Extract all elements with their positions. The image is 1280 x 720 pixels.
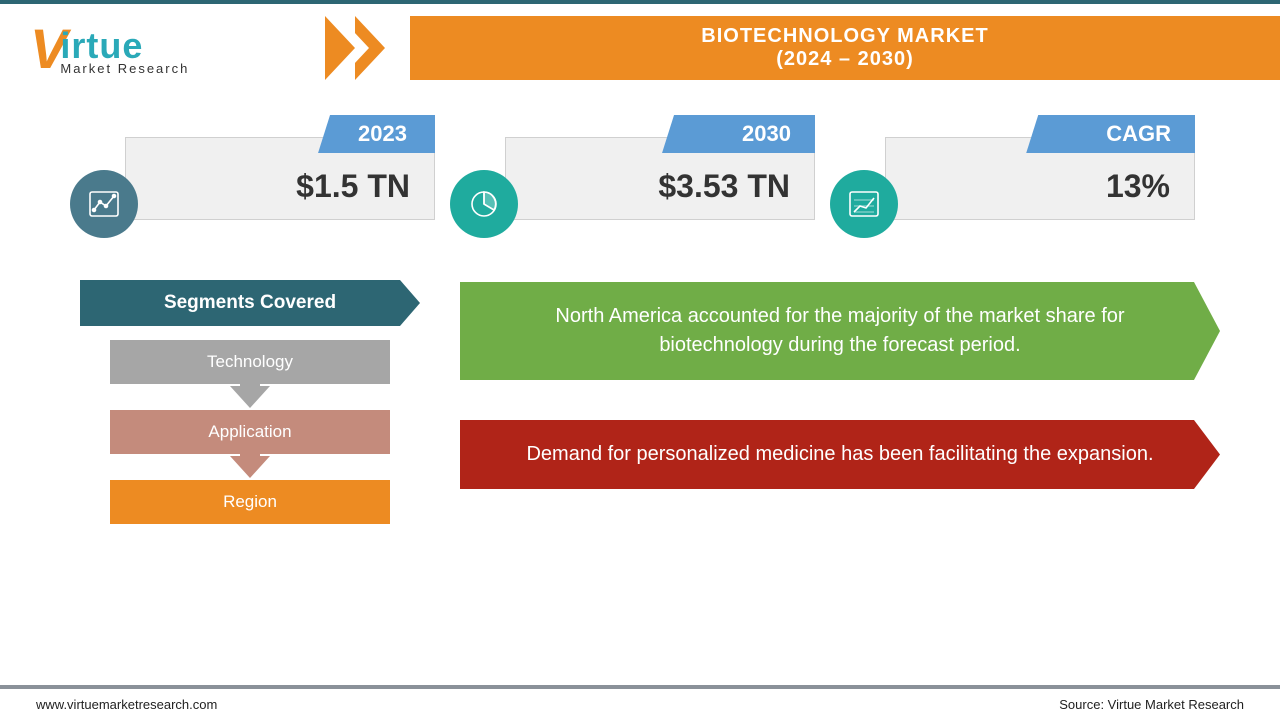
- stat-card-2030: 2030 $3.53 TN: [505, 127, 815, 220]
- title-line2: (2024 – 2030): [776, 48, 914, 71]
- insights-column: North America accounted for the majority…: [460, 280, 1220, 524]
- segments-column: Segments Covered Technology Application …: [80, 280, 420, 524]
- stat-label: CAGR: [1026, 115, 1195, 153]
- arrow-down-icon: [230, 386, 270, 408]
- title-bar: BIOTECHNOLOGY MARKET (2024 – 2030): [410, 16, 1280, 80]
- stat-label: 2023: [318, 115, 435, 153]
- lower-section: Segments Covered Technology Application …: [0, 230, 1280, 524]
- segment-region: Region: [110, 480, 390, 524]
- logo-v: V: [30, 16, 64, 81]
- segments-header: Segments Covered: [80, 280, 420, 326]
- footer-source: Source: Virtue Market Research: [1059, 697, 1244, 712]
- title-line1: BIOTECHNOLOGY MARKET: [701, 25, 988, 48]
- insight-driver: Demand for personalized medicine has bee…: [460, 420, 1220, 489]
- stats-row: 2023 $1.5 TN 2030 $3.53 TN CAGR 13%: [0, 92, 1280, 230]
- logo-subtitle: Market Research: [60, 61, 189, 76]
- arrow-down-icon: [230, 456, 270, 478]
- pie-chart-icon: [450, 170, 518, 238]
- insight-regional: North America accounted for the majority…: [460, 282, 1220, 380]
- chart-line-icon: [70, 170, 138, 238]
- footer: www.virtuemarketresearch.com Source: Vir…: [0, 685, 1280, 720]
- stat-card-2023: 2023 $1.5 TN: [125, 127, 435, 220]
- header: V irtue Market Research BIOTECHNOLOGY MA…: [0, 4, 1280, 92]
- stat-card-cagr: CAGR 13%: [885, 127, 1195, 220]
- logo: V irtue Market Research: [0, 16, 335, 81]
- stat-label: 2030: [662, 115, 815, 153]
- chevron-icon: [355, 16, 385, 80]
- footer-url: www.virtuemarketresearch.com: [36, 697, 217, 712]
- growth-chart-icon: [830, 170, 898, 238]
